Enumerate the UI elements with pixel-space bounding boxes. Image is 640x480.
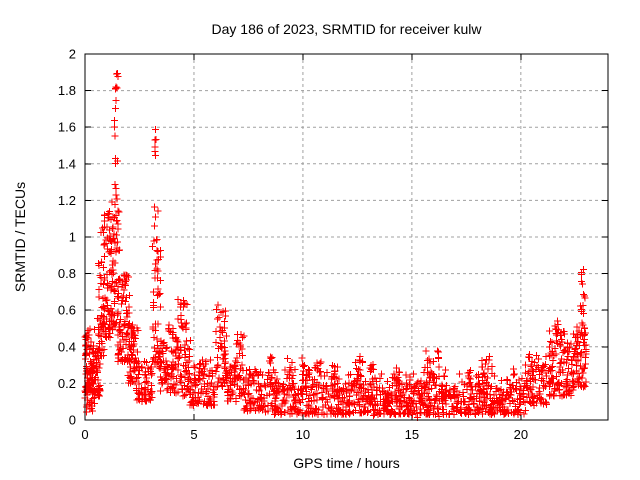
tick-labels: 0 5 10 15 20 0 0.2 0.4 0.6 0.8 1 1.2 1.4 1.6 1.8 2 (58, 47, 528, 443)
x-axis-label: GPS time / hours (293, 455, 400, 471)
chart-title: Day 186 of 2023, SRMTID for receiver kul… (211, 21, 482, 37)
y-tick-label: 0.2 (58, 376, 76, 391)
y-tick-label: 0.8 (58, 266, 76, 281)
y-tick-label: 1.4 (58, 156, 76, 171)
x-tick-label: 5 (190, 427, 197, 442)
y-tick-label: 1.2 (58, 193, 76, 208)
x-tick-label: 10 (296, 427, 310, 442)
x-tick-label: 0 (81, 427, 88, 442)
x-tick-label: 20 (514, 427, 528, 442)
plot-border (84, 53, 609, 421)
y-tick-label: 0.4 (58, 339, 76, 354)
y-tick-label: 2 (69, 47, 76, 62)
gridlines (85, 54, 608, 420)
y-tick-label: 1.8 (58, 83, 76, 98)
y-tick-label: 0.6 (58, 303, 76, 318)
y-tick-label: 1 (69, 230, 76, 245)
y-axis-label: SRMTID / TECUs (12, 181, 28, 293)
y-tick-label: 1.6 (58, 120, 76, 135)
scatter-points (81, 69, 590, 422)
y-tick-label: 0 (69, 413, 76, 428)
x-tick-label: 15 (405, 427, 419, 442)
